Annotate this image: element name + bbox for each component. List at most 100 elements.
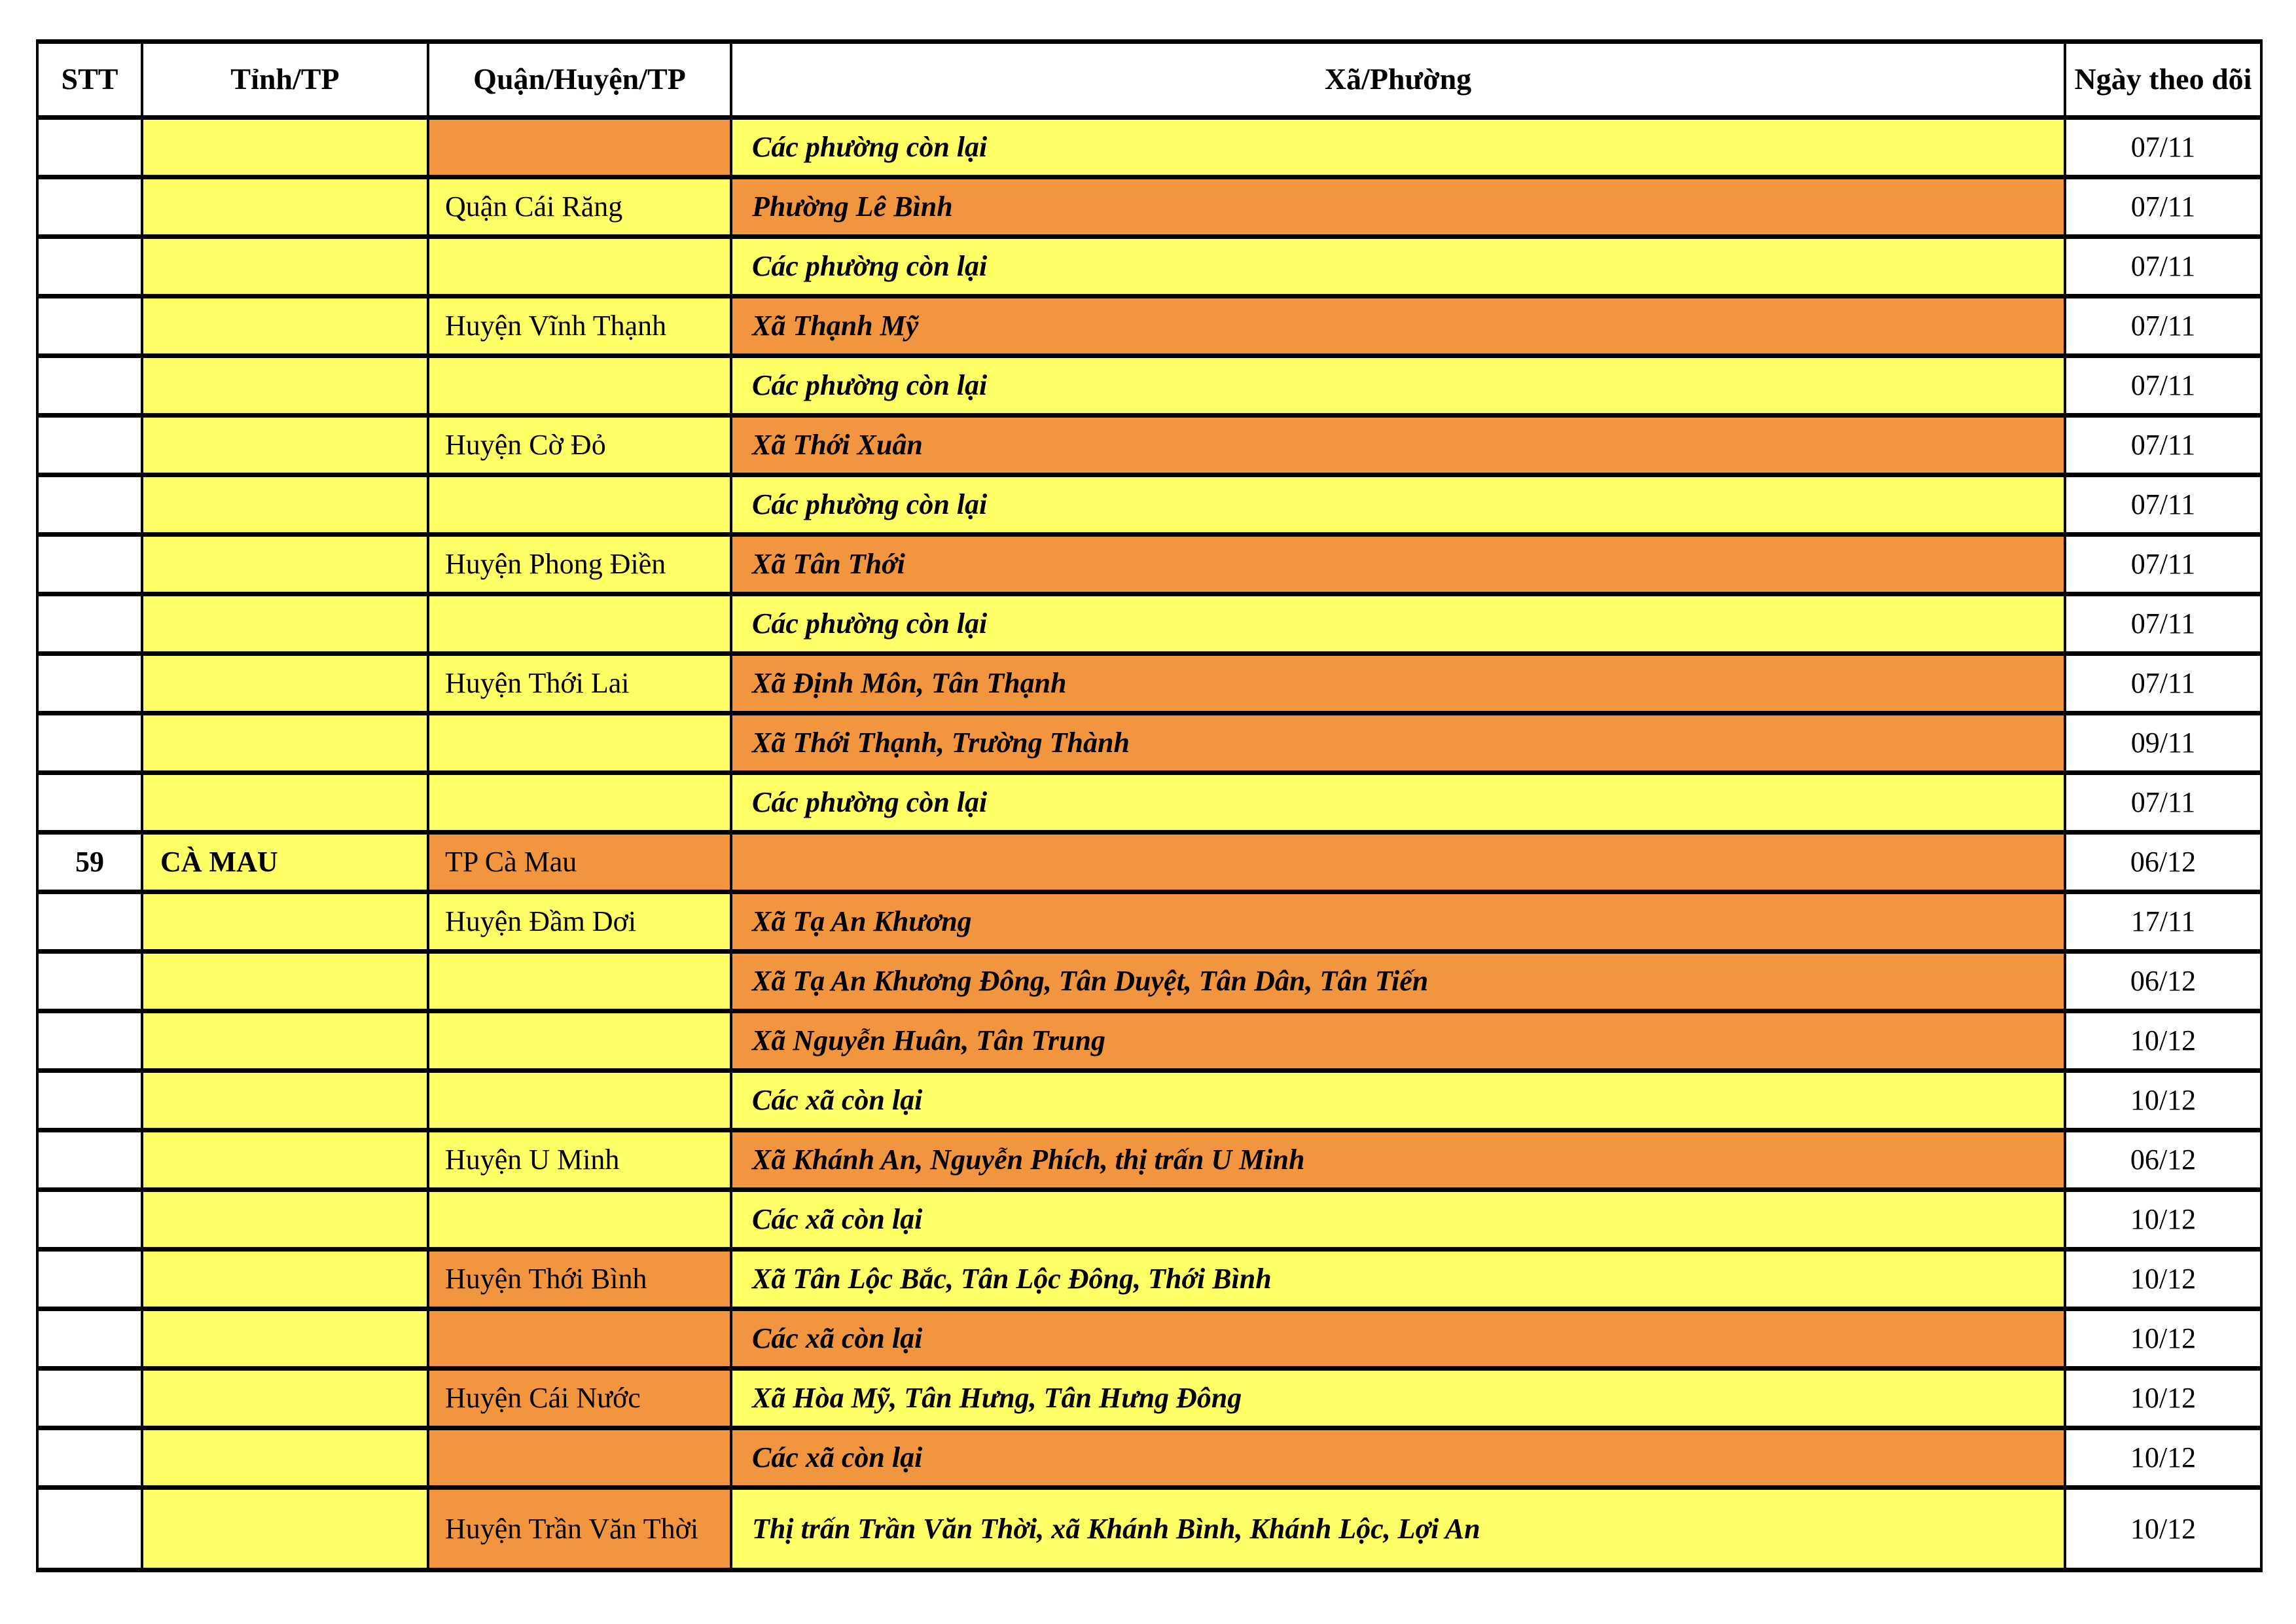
- ward-cell: Xã Khánh An, Nguyễn Phích, thị trấn U Mi…: [730, 1128, 2066, 1192]
- table-row: Các xã còn lại 10/12: [36, 1307, 2263, 1371]
- stt-cell: [36, 353, 143, 418]
- province-cell: [141, 1307, 429, 1371]
- table-row: Các xã còn lại 10/12: [36, 1068, 2263, 1132]
- district-cell: Huyện Thới Lai: [427, 651, 732, 715]
- district-cell: Huyện Cờ Đỏ: [427, 413, 732, 477]
- district-cell: Huyện Trần Văn Thời: [427, 1485, 732, 1572]
- province-cell: [141, 175, 429, 239]
- table-row: Các xã còn lại 10/12: [36, 1426, 2263, 1490]
- table-row: Các phường còn lại 07/11: [36, 234, 2263, 298]
- header-stt: STT: [36, 39, 143, 120]
- ward-cell: Các xã còn lại: [730, 1187, 2066, 1252]
- stt-cell: [36, 115, 143, 179]
- date-cell: 06/12: [2064, 949, 2263, 1013]
- district-cell: [427, 1068, 732, 1132]
- district-cell: Huyện U Minh: [427, 1128, 732, 1192]
- province-cell: [141, 1366, 429, 1430]
- district-cell: [427, 770, 732, 835]
- district-cell: [427, 473, 732, 537]
- date-cell: 10/12: [2064, 1068, 2263, 1132]
- date-cell: 07/11: [2064, 294, 2263, 358]
- date-cell: 09/11: [2064, 711, 2263, 775]
- ward-cell: Xã Hòa Mỹ, Tân Hưng, Tân Hưng Đông: [730, 1366, 2066, 1430]
- province-cell: [141, 770, 429, 835]
- stt-cell: [36, 1128, 143, 1192]
- stt-cell: [36, 473, 143, 537]
- district-cell: [427, 115, 732, 179]
- stt-cell: [36, 1068, 143, 1132]
- table-row: Huyện Đầm Dơi Xã Tạ An Khương 17/11: [36, 890, 2263, 954]
- province-cell: [141, 294, 429, 358]
- district-cell: [427, 353, 732, 418]
- province-cell: [141, 1426, 429, 1490]
- province-cell: [141, 949, 429, 1013]
- province-cell: [141, 473, 429, 537]
- district-cell: Huyện Đầm Dơi: [427, 890, 732, 954]
- stt-cell: [36, 1426, 143, 1490]
- district-cell: [427, 711, 732, 775]
- header-ward: Xã/Phường: [730, 39, 2066, 120]
- date-cell: 07/11: [2064, 473, 2263, 537]
- header-province: Tỉnh/TP: [141, 39, 429, 120]
- table-row: Huyện Cờ Đỏ Xã Thới Xuân 07/11: [36, 413, 2263, 477]
- table-row: Xã Thới Thạnh, Trường Thành 09/11: [36, 711, 2263, 775]
- date-cell: 10/12: [2064, 1307, 2263, 1371]
- table-row: Các phường còn lại 07/11: [36, 473, 2263, 537]
- stt-cell: [36, 1009, 143, 1073]
- date-cell: 17/11: [2064, 890, 2263, 954]
- table-row: Huyện Cái Nước Xã Hòa Mỹ, Tân Hưng, Tân H…: [36, 1366, 2263, 1430]
- district-cell: Huyện Vĩnh Thạnh: [427, 294, 732, 358]
- ward-cell: Xã Tân Thới: [730, 532, 2066, 596]
- ward-cell: Thị trấn Trần Văn Thời, xã Khánh Bình, K…: [730, 1485, 2066, 1572]
- monitoring-table: STT Tỉnh/TP Quận/Huyện/TP Xã/Phường Ngày…: [36, 39, 2263, 1572]
- stt-cell: [36, 1187, 143, 1252]
- table-header: STT Tỉnh/TP Quận/Huyện/TP Xã/Phường Ngày…: [36, 39, 2263, 120]
- ward-cell: Xã Nguyễn Huân, Tân Trung: [730, 1009, 2066, 1073]
- header-row: STT Tỉnh/TP Quận/Huyện/TP Xã/Phường Ngày…: [36, 39, 2263, 120]
- table-row: Xã Tạ An Khương Đông, Tân Duyệt, Tân Dân…: [36, 949, 2263, 1013]
- date-cell: 10/12: [2064, 1187, 2263, 1252]
- ward-cell: Các xã còn lại: [730, 1307, 2066, 1371]
- stt-cell: [36, 1307, 143, 1371]
- table-row: Huyện U Minh Xã Khánh An, Nguyễn Phích, t…: [36, 1128, 2263, 1192]
- date-cell: 10/12: [2064, 1485, 2263, 1572]
- stt-cell: [36, 294, 143, 358]
- date-cell: 06/12: [2064, 830, 2263, 894]
- date-cell: 07/11: [2064, 353, 2263, 418]
- district-cell: Huyện Phong Điền: [427, 532, 732, 596]
- stt-cell: [36, 1485, 143, 1572]
- table-body: Các phường còn lại 07/11 Quận Cái Răng Phườ…: [36, 115, 2263, 1572]
- province-cell: [141, 1128, 429, 1192]
- table-row: Các phường còn lại 07/11: [36, 592, 2263, 656]
- district-cell: Quận Cái Răng: [427, 175, 732, 239]
- table-row: Các phường còn lại 07/11: [36, 353, 2263, 418]
- table-row: Các phường còn lại 07/11: [36, 115, 2263, 179]
- stt-cell: [36, 234, 143, 298]
- province-cell: [141, 234, 429, 298]
- ward-cell: Xã Thới Xuân: [730, 413, 2066, 477]
- province-cell: CÀ MAU: [141, 830, 429, 894]
- province-cell: [141, 353, 429, 418]
- ward-cell: Xã Tạ An Khương Đông, Tân Duyệt, Tân Dân…: [730, 949, 2066, 1013]
- province-cell: [141, 592, 429, 656]
- district-cell: [427, 1009, 732, 1073]
- province-cell: [141, 890, 429, 954]
- date-cell: 07/11: [2064, 175, 2263, 239]
- ward-cell: Các phường còn lại: [730, 115, 2066, 179]
- ward-cell: Xã Tạ An Khương: [730, 890, 2066, 954]
- table-row: Huyện Trần Văn Thời Thị trấn Trần Văn Thờ…: [36, 1485, 2263, 1572]
- district-cell: [427, 1307, 732, 1371]
- province-cell: [141, 532, 429, 596]
- stt-cell: [36, 949, 143, 1013]
- province-cell: [141, 1187, 429, 1252]
- ward-cell: Xã Định Môn, Tân Thạnh: [730, 651, 2066, 715]
- stt-cell: [36, 413, 143, 477]
- district-cell: Huyện Cái Nước: [427, 1366, 732, 1430]
- ward-cell: Xã Tân Lộc Bắc, Tân Lộc Đông, Thới Bình: [730, 1247, 2066, 1311]
- table-row: Quận Cái Răng Phường Lê Bình 07/11: [36, 175, 2263, 239]
- date-cell: 07/11: [2064, 592, 2263, 656]
- ward-cell: Các phường còn lại: [730, 234, 2066, 298]
- header-district: Quận/Huyện/TP: [427, 39, 732, 120]
- date-cell: 07/11: [2064, 234, 2263, 298]
- table-row: Các phường còn lại 07/11: [36, 770, 2263, 835]
